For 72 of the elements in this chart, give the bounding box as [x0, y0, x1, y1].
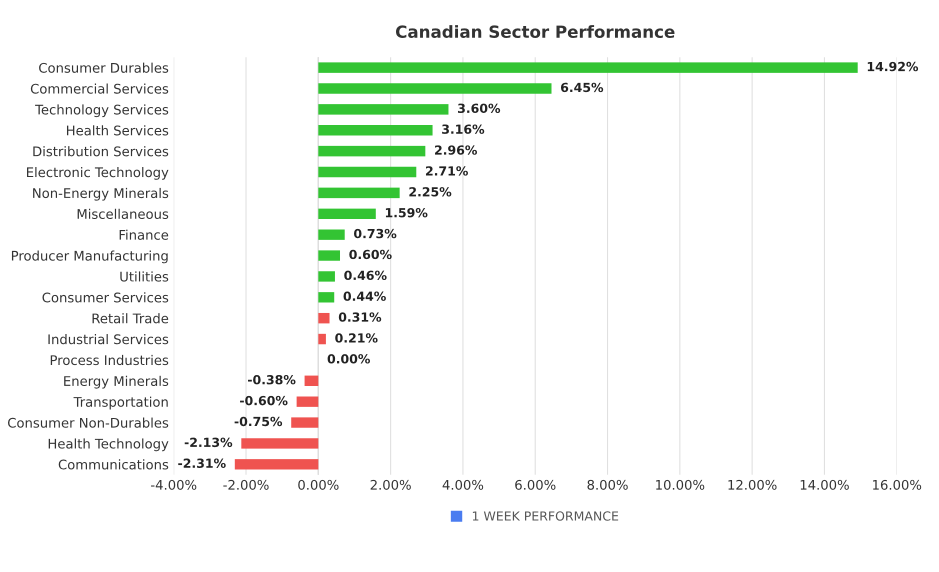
data-label: -2.31%: [178, 458, 226, 468]
y-tick-label: Energy Minerals: [64, 376, 168, 389]
y-tick-label: Transportation: [74, 396, 168, 410]
data-label: 0.60%: [349, 250, 392, 260]
y-tick-label: Industrial Services: [48, 334, 168, 344]
bar: [304, 376, 318, 386]
y-tick-label: Health Services: [66, 125, 168, 136]
x-tick-label: 12.00%: [728, 480, 777, 490]
x-tick-label: 8.00%: [587, 480, 628, 490]
data-label: 0.21%: [335, 333, 378, 343]
bar: [318, 292, 334, 303]
data-label: 0.73%: [354, 228, 396, 238]
x-tick-label: 2.00%: [370, 480, 411, 490]
y-tick-label: Health Technology: [48, 438, 168, 452]
y-tick-label: Consumer Non-Durables: [8, 418, 168, 428]
x-tick-label: -2.00%: [223, 480, 269, 490]
bar: [234, 459, 318, 470]
x-tick-label: -4.00%: [151, 480, 196, 490]
y-tick-label: Finance: [120, 230, 168, 240]
y-tick-label: Non-Energy Minerals: [33, 188, 168, 201]
bar: [318, 334, 326, 344]
y-tick-label: Miscellaneous: [78, 208, 168, 219]
y-tick-label: Utilities: [120, 271, 168, 282]
data-label: 3.60%: [458, 104, 500, 114]
x-tick-label: 6.00%: [515, 480, 556, 490]
data-label: -0.38%: [248, 374, 296, 384]
bar: [241, 438, 318, 449]
x-tick-label: 16.00%: [873, 480, 922, 490]
y-tick-label: Technology Services: [35, 104, 168, 118]
data-label: -0.75%: [234, 416, 282, 426]
data-label: -2.13%: [184, 438, 232, 448]
y-tick-label: Producer Manufacturing: [12, 250, 168, 264]
x-tick-label: 10.00%: [656, 480, 704, 490]
y-tick-label: Communications: [58, 459, 168, 470]
y-tick-label: Retail Trade: [92, 313, 168, 324]
x-tick-label: 4.00%: [442, 480, 484, 490]
chart-title: Canadian Sector Performance: [396, 25, 674, 38]
data-label: 0.00%: [328, 354, 370, 364]
bar: [318, 146, 426, 156]
y-tick-label: Electronic Technology: [27, 167, 168, 180]
bar: [318, 125, 433, 136]
x-tick-label: 0.00%: [298, 480, 339, 490]
bar: [318, 166, 416, 178]
data-label: 0.44%: [344, 291, 386, 301]
data-label: 3.16%: [442, 124, 484, 134]
y-tick-label: Process Industries: [50, 354, 168, 366]
data-label: 6.45%: [560, 82, 604, 92]
data-label: 0.31%: [338, 312, 382, 322]
bar: [318, 208, 376, 220]
data-label: 14.92%: [868, 62, 918, 72]
bar: [318, 188, 400, 198]
data-label: 2.71%: [426, 166, 468, 176]
bar: [318, 312, 330, 324]
bar: [318, 83, 552, 94]
bar: [318, 62, 858, 73]
data-label: 0.46%: [344, 270, 387, 280]
y-tick-label: Distribution Services: [33, 146, 168, 156]
data-label: 2.96%: [435, 145, 477, 155]
bar: [318, 250, 340, 261]
text: 1 WEEK PERFORMANCE: [472, 511, 618, 521]
bar: [318, 104, 448, 115]
x-tick-label: 14.00%: [800, 480, 849, 490]
bar: [296, 396, 318, 407]
y-tick-label: Consumer Durables: [39, 62, 168, 73]
y-tick-label: Commercial Services: [30, 84, 168, 94]
y-tick-label: Consumer Services: [42, 292, 168, 302]
data-label: -0.60%: [240, 396, 288, 406]
bar: [291, 417, 318, 428]
bar: [318, 229, 345, 240]
bar: [318, 271, 335, 282]
data-label: 1.59%: [386, 208, 428, 218]
data-label: 2.25%: [409, 187, 452, 197]
